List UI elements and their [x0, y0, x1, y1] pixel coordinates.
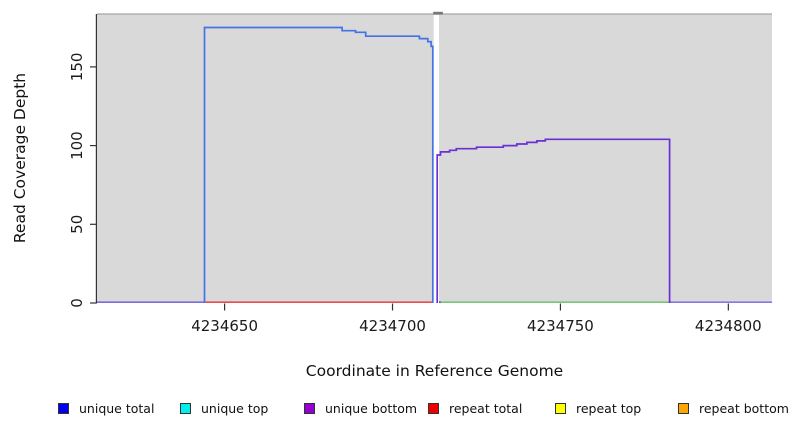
- unique-top-swatch-icon: [180, 402, 191, 414]
- chart-legend: unique total unique top unique bottom re…: [0, 399, 792, 419]
- legend-label: repeat bottom: [699, 400, 789, 416]
- y-tick-label: 0: [68, 298, 86, 308]
- legend-label: repeat total: [449, 400, 523, 416]
- legend-label: unique bottom: [325, 400, 418, 416]
- x-tick-label: 4234800: [695, 317, 762, 335]
- legend-item-unique-top: unique top: [180, 399, 268, 417]
- chart-canvas: 0 50 100 150 4234650 4234700 4234750 4234800: [68, 11, 772, 335]
- unique-bottom-swatch-icon: [304, 402, 315, 414]
- legend-item-unique-bottom: unique bottom: [304, 399, 417, 417]
- gap-top-tick: [433, 11, 443, 15]
- unique-total-swatch-icon: [58, 402, 69, 414]
- y-tick-label: 100: [68, 131, 86, 160]
- repeat-top-swatch-icon: [555, 402, 566, 414]
- legend-item-repeat-top: repeat top: [555, 399, 641, 417]
- series-unique-bottom: [436, 138, 671, 303]
- legend-label: unique top: [201, 400, 269, 416]
- x-tick-label: 4234700: [359, 317, 426, 335]
- y-tick-label: 50: [68, 215, 86, 234]
- legend-label: repeat top: [576, 400, 642, 416]
- y-axis-title: Read Coverage Depth: [11, 72, 29, 244]
- legend-label: unique total: [79, 400, 155, 416]
- legend-item-repeat-total: repeat total: [428, 399, 522, 417]
- repeat-bottom-swatch-icon: [678, 402, 689, 414]
- x-axis-title: Coordinate in Reference Genome: [305, 362, 564, 380]
- x-tick-label: 4234750: [527, 317, 594, 335]
- legend-item-repeat-bottom: repeat bottom: [678, 399, 789, 417]
- x-tick-label: 4234650: [191, 317, 258, 335]
- repeat-total-swatch-icon: [428, 402, 439, 414]
- series-unique-total: [203, 26, 434, 303]
- y-tick-label: 150: [68, 53, 86, 82]
- legend-item-unique-total: unique total: [58, 399, 154, 417]
